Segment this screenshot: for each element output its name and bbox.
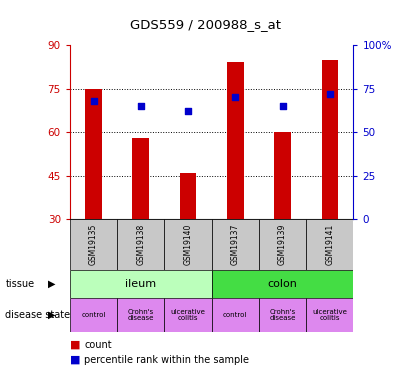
- Text: percentile rank within the sample: percentile rank within the sample: [84, 355, 249, 365]
- Text: control: control: [81, 312, 106, 318]
- Text: colon: colon: [268, 279, 298, 289]
- Text: ■: ■: [70, 355, 81, 365]
- Bar: [85, 88, 102, 219]
- Bar: [117, 298, 164, 332]
- Text: ulcerative
colitis: ulcerative colitis: [171, 309, 206, 321]
- Bar: [70, 270, 212, 298]
- Bar: [164, 298, 212, 332]
- Text: ▶: ▶: [48, 279, 55, 289]
- Bar: [164, 219, 212, 270]
- Text: Crohn's
disease: Crohn's disease: [269, 309, 296, 321]
- Bar: [306, 298, 353, 332]
- Text: GDS559 / 200988_s_at: GDS559 / 200988_s_at: [130, 18, 281, 31]
- Point: [279, 103, 286, 109]
- Bar: [306, 219, 353, 270]
- Text: count: count: [84, 340, 112, 350]
- Text: ▶: ▶: [48, 310, 55, 320]
- Bar: [212, 219, 259, 270]
- Bar: [212, 298, 259, 332]
- Text: GSM19141: GSM19141: [326, 224, 334, 266]
- Bar: [227, 63, 244, 219]
- Bar: [70, 219, 117, 270]
- Bar: [259, 219, 306, 270]
- Text: control: control: [223, 312, 247, 318]
- Text: GSM19139: GSM19139: [278, 224, 287, 266]
- Text: ■: ■: [70, 340, 81, 350]
- Point: [232, 94, 238, 100]
- Text: ulcerative
colitis: ulcerative colitis: [312, 309, 347, 321]
- Point: [90, 98, 97, 104]
- Bar: [70, 298, 117, 332]
- Bar: [117, 219, 164, 270]
- Bar: [259, 298, 306, 332]
- Text: GSM19135: GSM19135: [89, 224, 98, 266]
- Text: disease state: disease state: [5, 310, 70, 320]
- Text: ileum: ileum: [125, 279, 156, 289]
- Point: [185, 108, 192, 114]
- Bar: [132, 138, 149, 219]
- Text: GSM19138: GSM19138: [136, 224, 145, 266]
- Bar: [321, 60, 338, 219]
- Bar: [274, 132, 291, 219]
- Text: Crohn's
disease: Crohn's disease: [127, 309, 154, 321]
- Point: [137, 103, 144, 109]
- Text: GSM19140: GSM19140: [184, 224, 192, 266]
- Bar: [180, 173, 196, 219]
- Point: [326, 91, 333, 97]
- Text: GSM19137: GSM19137: [231, 224, 240, 266]
- Bar: [212, 270, 353, 298]
- Text: tissue: tissue: [5, 279, 35, 289]
